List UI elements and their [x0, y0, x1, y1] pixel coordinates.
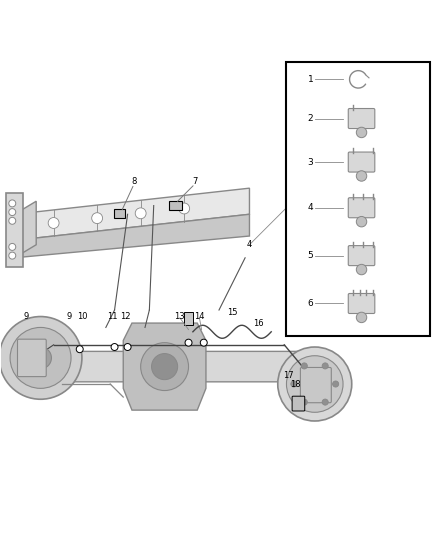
- Circle shape: [10, 327, 71, 389]
- Polygon shape: [14, 188, 250, 240]
- Text: 6: 6: [307, 299, 313, 308]
- Ellipse shape: [92, 213, 102, 223]
- Circle shape: [152, 353, 178, 379]
- Circle shape: [30, 347, 51, 369]
- Text: 13: 13: [174, 312, 185, 321]
- Text: 8: 8: [131, 177, 137, 186]
- Circle shape: [291, 381, 297, 387]
- Text: 3: 3: [307, 158, 313, 166]
- Polygon shape: [6, 192, 23, 266]
- FancyBboxPatch shape: [300, 367, 331, 403]
- Text: 7: 7: [192, 177, 198, 186]
- Circle shape: [9, 252, 16, 259]
- Bar: [184, 312, 193, 325]
- Text: 17: 17: [283, 371, 294, 380]
- Ellipse shape: [48, 217, 59, 229]
- Text: 15: 15: [227, 308, 237, 317]
- Circle shape: [278, 347, 352, 421]
- FancyBboxPatch shape: [348, 198, 375, 218]
- FancyBboxPatch shape: [348, 294, 375, 313]
- FancyBboxPatch shape: [43, 351, 300, 382]
- Circle shape: [0, 317, 82, 399]
- Circle shape: [301, 399, 307, 405]
- Circle shape: [304, 373, 325, 395]
- Circle shape: [9, 217, 16, 224]
- Circle shape: [9, 200, 16, 207]
- FancyBboxPatch shape: [348, 152, 375, 172]
- Text: 1: 1: [307, 75, 313, 84]
- Circle shape: [76, 346, 83, 353]
- Circle shape: [141, 343, 188, 391]
- FancyBboxPatch shape: [292, 396, 305, 411]
- Text: 12: 12: [120, 312, 131, 321]
- Circle shape: [301, 363, 307, 369]
- Circle shape: [356, 216, 367, 227]
- Text: 2: 2: [307, 114, 313, 123]
- Bar: [114, 209, 124, 218]
- Polygon shape: [14, 201, 36, 258]
- Circle shape: [356, 171, 367, 181]
- Circle shape: [124, 344, 131, 351]
- Text: 9: 9: [23, 312, 28, 321]
- Circle shape: [322, 363, 328, 369]
- FancyBboxPatch shape: [348, 246, 375, 265]
- Bar: [169, 201, 182, 210]
- Text: 4: 4: [247, 240, 252, 249]
- Polygon shape: [123, 323, 206, 410]
- Circle shape: [200, 339, 207, 346]
- Text: 18: 18: [290, 379, 300, 389]
- FancyBboxPatch shape: [348, 109, 375, 128]
- Text: 5: 5: [307, 251, 313, 260]
- Ellipse shape: [179, 203, 190, 214]
- Circle shape: [332, 381, 339, 387]
- Circle shape: [185, 339, 192, 346]
- Text: 10: 10: [77, 312, 87, 321]
- Text: 11: 11: [107, 312, 118, 321]
- Circle shape: [286, 356, 343, 413]
- FancyBboxPatch shape: [18, 339, 46, 377]
- Circle shape: [9, 208, 16, 215]
- Bar: [286, 62, 430, 336]
- Circle shape: [356, 264, 367, 275]
- Text: 14: 14: [194, 312, 205, 321]
- Circle shape: [356, 312, 367, 322]
- Text: 9: 9: [66, 312, 71, 321]
- Circle shape: [111, 344, 118, 351]
- Polygon shape: [14, 214, 250, 258]
- Circle shape: [356, 127, 367, 138]
- Circle shape: [9, 244, 16, 251]
- Ellipse shape: [135, 208, 146, 219]
- Circle shape: [322, 399, 328, 405]
- Text: 16: 16: [253, 319, 264, 328]
- Text: 4: 4: [307, 203, 313, 212]
